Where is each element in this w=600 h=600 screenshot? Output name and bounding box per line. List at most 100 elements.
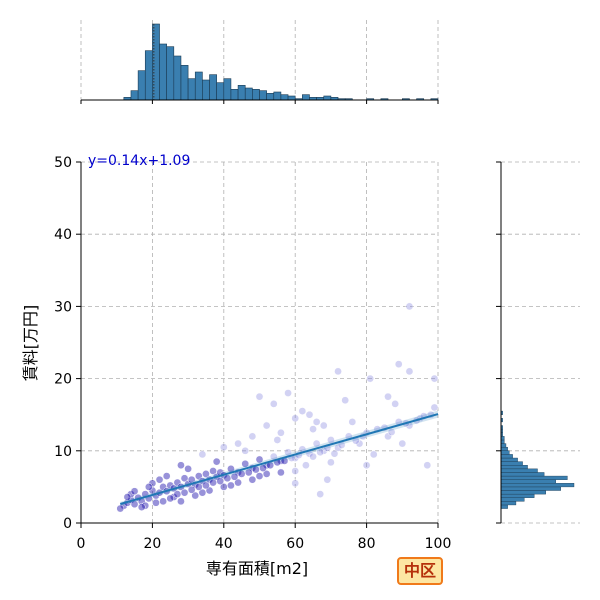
scatter-point	[230, 472, 239, 481]
scatter-point	[305, 410, 314, 419]
scatter-point	[191, 491, 200, 500]
scatter-point	[216, 477, 225, 485]
top-hist-bar	[252, 89, 260, 101]
scatter-point	[262, 470, 271, 478]
x-tick-label: 0	[77, 536, 86, 552]
scatter-point	[180, 488, 189, 497]
scatter-point	[219, 483, 228, 491]
scatter-point	[369, 450, 378, 459]
y-tick-label: 20	[54, 372, 72, 388]
scatter-point	[202, 470, 210, 478]
scatter-point	[219, 443, 228, 452]
scatter-point	[155, 475, 164, 484]
x-tick-label: 80	[358, 536, 376, 552]
scatter-point	[348, 418, 357, 426]
top-hist-bar	[223, 78, 232, 101]
right-hist-bar	[500, 468, 538, 473]
scatter-point	[212, 457, 221, 466]
scatter-point	[262, 421, 271, 430]
top-marginal-histogram	[80, 20, 439, 104]
top-hist-bar	[187, 78, 196, 101]
top-hist-bar	[173, 55, 182, 101]
scatter-point	[144, 483, 153, 491]
scatter-point	[187, 485, 196, 494]
scatter-point	[312, 418, 321, 426]
scatter-point	[284, 389, 292, 397]
right-marginal-histogram	[496, 161, 580, 524]
top-hist-bar	[152, 23, 160, 101]
scatter-point	[241, 446, 250, 455]
scatter-point	[366, 374, 375, 383]
scatter-point	[316, 490, 325, 498]
scatter-point	[309, 452, 317, 461]
scatter-point	[227, 481, 235, 490]
scatter-point	[405, 302, 414, 311]
scatter-point	[248, 432, 257, 441]
scatter-point	[177, 497, 185, 506]
top-hist-bar	[280, 94, 289, 101]
scatter-point	[423, 461, 432, 470]
scatter-point	[387, 428, 396, 436]
y-axis-label: 賃料[万円]	[21, 305, 40, 382]
right-hist-bar	[500, 504, 508, 509]
right-hist-bar	[500, 497, 525, 502]
top-hist-bar	[266, 93, 275, 101]
scatter-point	[137, 503, 146, 511]
right-hist-bar	[500, 493, 535, 498]
right-hist-bar	[500, 461, 523, 466]
scatter-point	[255, 472, 264, 480]
scatter-point	[177, 461, 185, 470]
scatter-point	[152, 498, 160, 507]
y-tick-label: 30	[54, 299, 72, 315]
x-tick-label: 100	[425, 536, 452, 552]
right-hist-bar	[500, 475, 568, 480]
scatter-point	[273, 436, 282, 444]
regression-line	[119, 413, 439, 505]
y-tick-label: 40	[54, 227, 72, 243]
top-hist-bar	[194, 71, 203, 101]
scatter-point	[123, 493, 132, 501]
scatter-point	[291, 479, 300, 488]
y-tick-label: 0	[63, 516, 72, 532]
scatter-point	[362, 461, 371, 470]
scatter-point	[248, 475, 257, 484]
scatter-point	[234, 478, 242, 487]
regression-equation: y=0.14x+1.09	[88, 153, 190, 169]
right-hist-bar	[500, 454, 513, 459]
scatter-point	[244, 468, 253, 477]
scatter-point	[319, 421, 328, 430]
top-hist-bar	[259, 90, 267, 101]
scatter-point	[405, 367, 414, 376]
scatter-point	[130, 487, 139, 496]
right-hist-bar	[500, 465, 528, 470]
scatter-point	[234, 439, 242, 448]
scatter-point	[202, 481, 210, 490]
x-tick-label: 20	[143, 536, 161, 552]
y-tick-label: 50	[54, 155, 72, 171]
right-hist-bar	[500, 450, 510, 455]
scatter-point	[198, 450, 207, 459]
right-hist-bar	[500, 479, 556, 484]
scatter-point	[430, 374, 439, 383]
ward-badge: 中区	[397, 557, 444, 585]
right-hist-bar	[500, 501, 517, 506]
scatter-point	[159, 497, 167, 506]
scatter-point	[162, 472, 171, 480]
top-hist-bar	[323, 95, 332, 101]
scatter-point	[330, 449, 339, 458]
scatter-point	[327, 458, 335, 467]
scatter-point	[269, 400, 278, 408]
top-hist-bar	[302, 94, 310, 101]
scatter-point	[334, 367, 342, 376]
scatter-point	[198, 488, 207, 497]
scatter-point	[309, 425, 317, 433]
scatter-point	[341, 396, 350, 405]
scatter-point	[316, 448, 325, 457]
joint-scatter-panel: 0 20 40 60 80 100 0 10 20 30 40 50	[54, 155, 451, 552]
top-hist-bar	[230, 89, 239, 101]
scatter-point	[173, 490, 182, 498]
x-tick-label: 40	[215, 536, 233, 552]
top-hist-bar	[216, 82, 225, 101]
scatter-point	[116, 504, 125, 513]
scatter-point	[277, 428, 285, 437]
